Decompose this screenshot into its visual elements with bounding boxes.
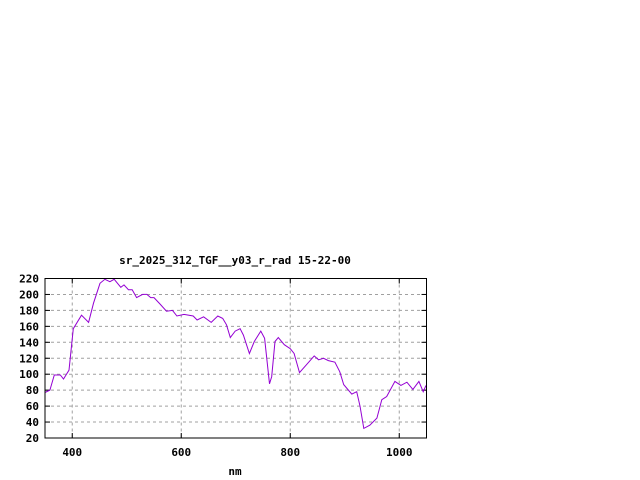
y-tick-label: 120 — [19, 352, 39, 365]
y-tick-label: 40 — [26, 416, 39, 429]
x-tick-label: 800 — [280, 446, 300, 459]
y-tick-label: 100 — [19, 368, 39, 381]
y-tick-label: 20 — [26, 432, 39, 445]
y-tick-label: 160 — [19, 320, 39, 333]
y-tick-label: 180 — [19, 304, 39, 317]
ticks: 20 40 60 80 100 120 140 160 180 200 220 400 600 800 10… — [19, 273, 427, 459]
series-line — [44, 278, 427, 430]
x-tick-label: 400 — [62, 446, 82, 459]
x-tick-label: 600 — [171, 446, 191, 459]
y-tick-label: 140 — [19, 336, 39, 349]
grid — [45, 278, 427, 438]
y-tick-label: 220 — [19, 273, 39, 286]
plot-border — [44, 278, 427, 439]
x-tick-label: 1000 — [386, 446, 413, 459]
y-tick-label: 80 — [26, 384, 39, 397]
y-tick-label: 200 — [19, 288, 39, 301]
x-axis-label: nm — [228, 465, 242, 478]
y-tick-label: 60 — [26, 400, 39, 413]
chart-title: sr_2025_312_TGF__y03_r_rad 15-22-00 — [119, 254, 351, 267]
